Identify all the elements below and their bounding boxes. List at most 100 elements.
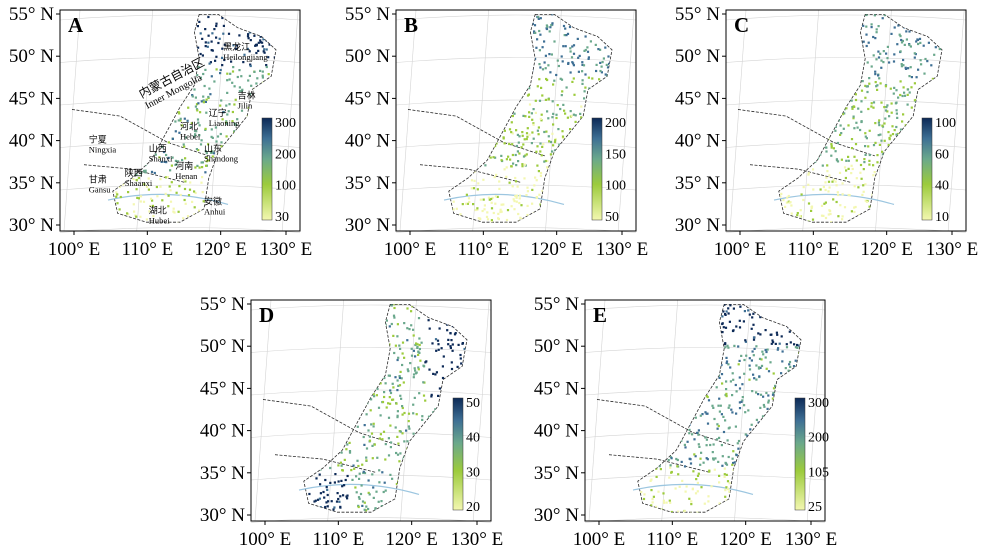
- lat-tick-label: 50° N: [675, 46, 720, 67]
- lat-tick-label: 40° N: [9, 131, 54, 152]
- region-name-zh: 山西: [149, 143, 167, 154]
- lat-tick-label: 55° N: [9, 4, 54, 25]
- colorbar: [591, 117, 603, 221]
- region-name-en: Ningxia: [89, 145, 117, 155]
- lon-tick-label: 110° E: [312, 529, 364, 550]
- panel-label: C: [734, 13, 749, 37]
- graticule-line: [588, 299, 606, 522]
- region-name-en: Anhui: [204, 206, 226, 216]
- region-name-en: Hebei: [180, 131, 201, 141]
- colorbar-tick-label: 105: [808, 465, 829, 480]
- region-name-zh: 陕西: [125, 167, 143, 179]
- lat-tick-label: 50° N: [9, 46, 54, 67]
- panel-label: D: [259, 303, 274, 327]
- lon-tick-label: 100° E: [573, 529, 625, 550]
- lat-tick-label: 35° N: [534, 463, 579, 484]
- lon-tick-label: 100° E: [239, 529, 291, 550]
- river-line: [632, 483, 754, 496]
- region-name-zh: 河北: [180, 120, 198, 132]
- colorbar-tick-label: 100: [605, 179, 626, 194]
- colorbar: [921, 117, 933, 221]
- lat-tick-label: 30° N: [345, 215, 390, 236]
- lat-tick-label: 45° N: [345, 88, 390, 109]
- graticule-line: [63, 9, 81, 232]
- graticule-line: [395, 227, 637, 233]
- province-boundary: [737, 14, 943, 223]
- lon-tick-label: 130° E: [785, 529, 837, 550]
- lat-tick-label: 35° N: [9, 173, 54, 194]
- graticule-line: [725, 227, 967, 233]
- graticule-line: [209, 9, 226, 232]
- colorbar-tick-label: 200: [605, 116, 626, 131]
- graticule-line: [250, 389, 492, 396]
- graticule-line: [729, 9, 747, 232]
- lat-tick-label: 50° N: [200, 336, 245, 357]
- colorbar-tick-label: 200: [275, 147, 296, 162]
- cropland-pixels: [637, 304, 801, 513]
- colorbar-tick-label: 50: [605, 210, 619, 225]
- colorbar-tick-label: 25: [808, 500, 822, 515]
- colorbar-tick-label: 10: [935, 210, 949, 225]
- lon-tick-label: 130° E: [451, 529, 503, 550]
- colorbar-tick-label: 40: [466, 431, 480, 446]
- graticule-line: [395, 142, 637, 148]
- graticule-line: [400, 299, 417, 522]
- lat-tick-label: 50° N: [534, 336, 579, 357]
- colorbar-tick-label: 60: [935, 147, 949, 162]
- map-frame: [725, 9, 967, 232]
- lat-tick-label: 50° N: [345, 46, 390, 67]
- region-name-en: Hubei: [149, 215, 170, 225]
- graticule-line: [545, 9, 562, 232]
- graticule-line: [281, 9, 299, 232]
- graticule-line: [584, 474, 826, 481]
- colorbar-tick-label: 20: [466, 500, 480, 515]
- graticule-line: [399, 9, 417, 232]
- colorbar-tick-label: 300: [808, 396, 829, 411]
- region-name-en: Shanxi: [149, 153, 173, 163]
- graticule-line: [725, 14, 967, 21]
- province-boundary: [71, 14, 277, 223]
- lat-tick-label: 35° N: [200, 463, 245, 484]
- panel-label: B: [404, 13, 418, 37]
- graticule-line: [136, 9, 154, 232]
- lon-tick-label: 110° E: [787, 239, 839, 260]
- map-frame: [59, 9, 301, 232]
- graticule-line: [59, 99, 301, 106]
- graticule-line: [584, 517, 826, 523]
- lon-tick-label: 110° E: [121, 239, 173, 260]
- region-name-en: Heilongjiang: [223, 52, 268, 62]
- graticule-line: [584, 389, 826, 396]
- graticule-line: [725, 184, 967, 191]
- graticule-line: [584, 347, 826, 353]
- graticule-line: [327, 299, 345, 522]
- lon-tick-label: 120° E: [194, 239, 246, 260]
- colorbar: [261, 117, 273, 221]
- graticule-line: [254, 299, 272, 522]
- lat-tick-label: 30° N: [534, 505, 579, 526]
- graticule-line: [802, 9, 820, 232]
- region-name-zh: 甘肃: [89, 173, 107, 185]
- region-name-zh: 安徽: [204, 195, 222, 207]
- map-panel-e: E 55° N 50° N 45° N 40° N 35° N 30° N 100° E 110…: [534, 294, 837, 550]
- region-name-zh: 河南: [175, 160, 193, 172]
- graticule-line: [395, 184, 637, 191]
- colorbar-tick-label: 100: [935, 116, 956, 131]
- region-name-en: Liaoning: [209, 118, 240, 128]
- region-name-zh: 山东: [204, 142, 222, 154]
- region-name-en: Henan: [175, 171, 198, 181]
- graticule-line: [250, 517, 492, 523]
- region-name-en: Jilin: [238, 100, 253, 110]
- lon-tick-label: 110° E: [646, 529, 698, 550]
- lat-tick-label: 30° N: [9, 215, 54, 236]
- lat-tick-label: 45° N: [200, 378, 245, 399]
- lat-tick-label: 40° N: [345, 131, 390, 152]
- colorbar-tick-label: 100: [275, 179, 296, 194]
- colorbar-tick-label: 50: [466, 396, 480, 411]
- lat-tick-label: 40° N: [534, 421, 579, 442]
- lat-tick-label: 35° N: [345, 173, 390, 194]
